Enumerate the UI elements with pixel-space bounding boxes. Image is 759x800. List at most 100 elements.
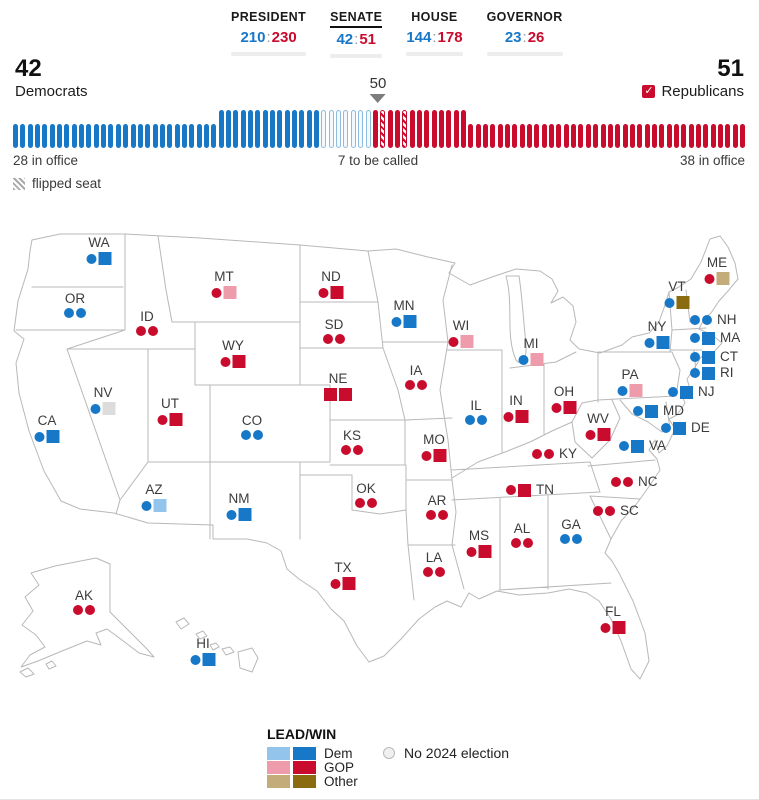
seat-pill-republicans-elected: [438, 110, 444, 148]
gop-in-office-label: 38 in office: [679, 153, 745, 168]
dem-summary: 42 Democrats: [15, 56, 88, 101]
seat-markers: [690, 331, 715, 345]
state-label: MT: [214, 269, 234, 284]
state-ID[interactable]: ID: [136, 310, 158, 336]
state-NH[interactable]: NH: [690, 313, 737, 327]
state-label: MO: [423, 432, 445, 447]
state-MT[interactable]: MT: [211, 269, 237, 299]
state-NY[interactable]: NY: [644, 320, 670, 349]
state-AR[interactable]: AR: [426, 494, 448, 520]
state-RI[interactable]: RI: [690, 366, 734, 380]
seat-marker-circle-gop: [318, 287, 329, 298]
state-MN[interactable]: MN: [391, 299, 417, 328]
tab-senate[interactable]: SENATE 42:51: [330, 8, 383, 58]
state-CO[interactable]: CO: [241, 414, 263, 440]
state-AL[interactable]: AL: [511, 522, 533, 548]
legend-row-label: Dem: [324, 746, 353, 761]
state-ME[interactable]: ME: [704, 256, 730, 285]
state-MA[interactable]: MA: [690, 331, 740, 345]
seat-pill-democrats-in-office: [57, 124, 63, 148]
state-OK[interactable]: OK: [355, 482, 377, 508]
state-WY[interactable]: WY: [220, 339, 246, 368]
state-LA[interactable]: LA: [423, 551, 445, 577]
seat-pill-republicans-in-office: [622, 124, 628, 148]
seat-marker-square-gop: [169, 413, 183, 426]
seat-markers: [318, 286, 344, 299]
seat-marker-circle-gop: [405, 380, 415, 390]
seat-pill-democrats-in-office: [64, 124, 70, 148]
state-label: MS: [468, 528, 490, 543]
dem-total: 42: [15, 55, 42, 82]
state-NV[interactable]: NV: [90, 385, 116, 415]
state-TX[interactable]: TX: [330, 561, 356, 590]
state-MI[interactable]: MI: [518, 337, 544, 366]
state-IL[interactable]: IL: [465, 399, 487, 425]
state-SD[interactable]: SD: [323, 318, 345, 344]
state-DE[interactable]: DE: [661, 421, 710, 435]
state-OH[interactable]: OH: [551, 384, 577, 414]
seat-pill-republicans-in-office: [695, 124, 701, 148]
state-label: OH: [553, 384, 575, 399]
seat-markers: [323, 334, 345, 344]
seat-markers: [611, 477, 633, 487]
state-FL[interactable]: FL: [600, 605, 626, 634]
state-WA[interactable]: WA: [86, 236, 112, 265]
state-NM[interactable]: NM: [226, 492, 252, 521]
seat-marker-square-dem: [702, 350, 715, 364]
state-GA[interactable]: GA: [560, 518, 582, 544]
seat-marker-square-gop: [563, 401, 577, 414]
state-TN[interactable]: TN: [506, 483, 554, 497]
gop-label: Republicans: [661, 83, 744, 100]
state-PA[interactable]: PA: [617, 368, 643, 397]
state-MD[interactable]: MD: [633, 404, 684, 418]
state-NE[interactable]: NE: [324, 372, 352, 401]
state-OR[interactable]: OR: [64, 292, 86, 318]
state-NC[interactable]: NC: [611, 475, 658, 489]
state-label: VA: [649, 438, 667, 453]
seat-markers: [511, 538, 533, 548]
seat-markers: [704, 272, 730, 285]
seat-markers: [391, 315, 417, 328]
state-KY[interactable]: KY: [532, 447, 577, 461]
seat-pill-democrats-in-office: [20, 124, 26, 148]
state-IA[interactable]: IA: [405, 364, 427, 390]
state-VA[interactable]: VA: [619, 439, 666, 453]
state-UT[interactable]: UT: [157, 397, 183, 426]
state-SC[interactable]: SC: [593, 504, 639, 518]
seat-marker-square-other: [676, 296, 690, 309]
state-label: AR: [427, 493, 447, 508]
state-MS[interactable]: MS: [466, 528, 492, 558]
state-NJ[interactable]: NJ: [668, 385, 715, 399]
seat-pill-republicans-in-office: [629, 124, 635, 148]
state-VT[interactable]: VT: [664, 280, 690, 309]
state-WI[interactable]: WI: [448, 318, 474, 348]
state-WV[interactable]: WV: [585, 412, 611, 441]
tab-president[interactable]: PRESIDENT 210:230: [231, 8, 306, 58]
seat-markers: [503, 410, 529, 423]
tab-house[interactable]: HOUSE 144:178: [406, 8, 462, 58]
state-CT[interactable]: CT: [690, 350, 738, 364]
state-label: NV: [93, 385, 113, 400]
state-AK[interactable]: AK: [73, 589, 95, 615]
state-AZ[interactable]: AZ: [141, 483, 167, 512]
state-label: KS: [342, 428, 361, 443]
seat-pill-democrats-elected: [299, 110, 305, 148]
state-HI[interactable]: HI: [190, 637, 216, 666]
seat-marker-square-dem: [98, 252, 112, 265]
seat-markers: [619, 439, 644, 453]
seat-pill-democrats-in-office: [137, 124, 143, 148]
state-KS[interactable]: KS: [341, 429, 363, 455]
state-label: WI: [452, 318, 470, 333]
seat-pill-republicans-in-office: [497, 124, 503, 148]
seat-pill-democrats-in-office: [123, 124, 129, 148]
state-MO[interactable]: MO: [421, 432, 447, 462]
state-CA[interactable]: CA: [34, 414, 60, 443]
state-label: MA: [720, 330, 741, 345]
seat-marker-circle-dem: [86, 253, 97, 264]
state-IN[interactable]: IN: [503, 394, 529, 423]
gop-checkbox-icon[interactable]: ✓: [642, 85, 656, 98]
state-ND[interactable]: ND: [318, 270, 344, 299]
seat-marker-circle-gop: [585, 429, 596, 440]
tab-governor[interactable]: GOVERNOR 23:26: [487, 8, 563, 58]
legend-row-gop: GOP: [267, 761, 358, 774]
